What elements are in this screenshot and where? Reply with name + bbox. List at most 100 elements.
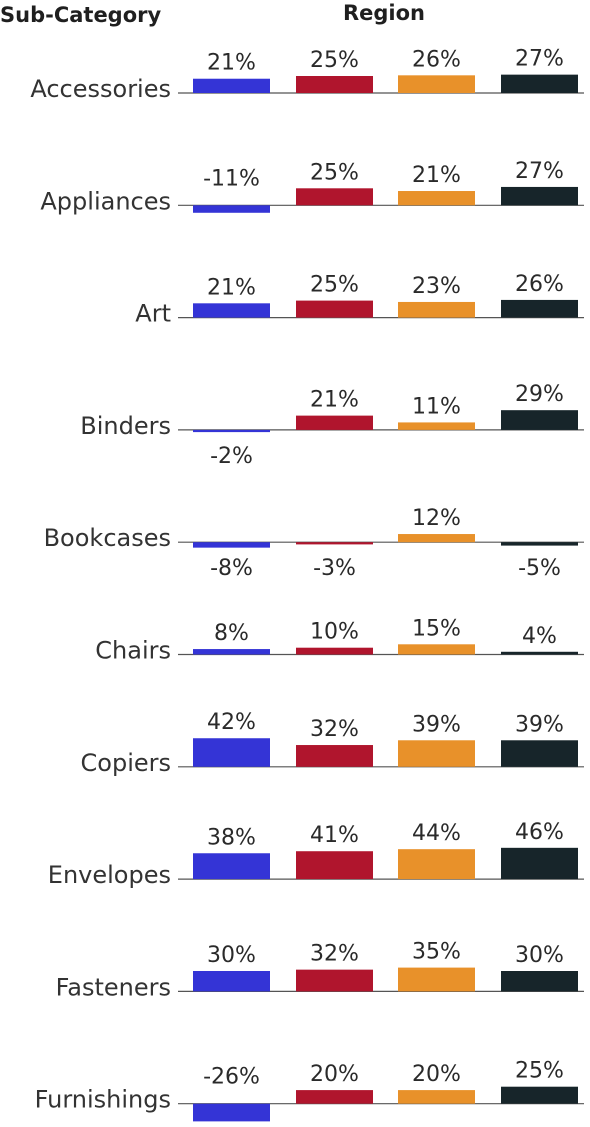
value-label: 44%: [412, 821, 461, 846]
bar: [501, 652, 578, 655]
category-label: Furnishings: [35, 1086, 171, 1114]
bar: [398, 968, 475, 992]
value-label: 25%: [515, 1059, 564, 1084]
value-label: 20%: [310, 1062, 359, 1087]
value-label: 21%: [207, 51, 256, 76]
value-label: 21%: [207, 275, 256, 300]
category-label: Copiers: [81, 749, 171, 777]
bar: [193, 971, 270, 991]
bar: [398, 740, 475, 767]
row-header: Sub-Category: [0, 3, 162, 27]
category-label: Appliances: [40, 187, 171, 215]
bar: [501, 410, 578, 430]
bar: [398, 1090, 475, 1104]
bar: [193, 649, 270, 654]
value-label: 39%: [515, 712, 564, 737]
category-label: Binders: [80, 412, 171, 440]
value-label: 26%: [412, 47, 461, 72]
value-label: 32%: [310, 942, 359, 967]
category-row: Fasteners 30% 32% 35% 30%: [56, 940, 584, 1002]
bar: [501, 740, 578, 767]
category-row: Accessories 21% 25% 26% 27%: [30, 47, 584, 103]
bar: [193, 1104, 270, 1122]
value-label: -3%: [313, 556, 356, 581]
value-label: 4%: [522, 624, 557, 649]
category-label: Bookcases: [44, 524, 171, 552]
bar: [296, 542, 373, 544]
category-label: Fasteners: [56, 973, 171, 1001]
value-label: 11%: [412, 394, 461, 419]
value-label: 12%: [412, 506, 461, 531]
bar: [501, 1087, 578, 1104]
bar: [398, 302, 475, 318]
bar: [398, 191, 475, 205]
category-row: Bookcases -8% -3% 12% -5%: [44, 506, 584, 581]
value-label: 29%: [515, 382, 564, 407]
bar: [501, 187, 578, 205]
bar: [296, 301, 373, 318]
bar: [296, 416, 373, 430]
value-label: 46%: [515, 820, 564, 845]
bar: [501, 971, 578, 991]
bar: [193, 303, 270, 317]
chart-rows: Accessories 21% 25% 26% 27% Appliances -11% 25%…: [30, 47, 584, 1122]
bar: [501, 542, 578, 545]
bar: [193, 79, 270, 93]
value-label: 21%: [310, 388, 359, 413]
bar: [398, 422, 475, 429]
bar: [501, 75, 578, 93]
value-label: 20%: [412, 1062, 461, 1087]
category-row: Chairs 8% 10% 15% 4%: [95, 616, 584, 664]
bar: [501, 848, 578, 879]
bar: [398, 534, 475, 542]
value-label: 35%: [412, 940, 461, 965]
value-label: 25%: [310, 160, 359, 185]
value-label: 42%: [207, 710, 256, 735]
category-row: Binders -2% 21% 11% 29%: [80, 382, 584, 469]
category-label: Art: [135, 300, 171, 328]
category-row: Copiers 42% 32% 39% 39%: [81, 710, 584, 777]
category-label: Accessories: [30, 75, 171, 103]
value-label: 21%: [412, 163, 461, 188]
bar: [193, 738, 270, 767]
bar: [296, 76, 373, 93]
value-label: 27%: [515, 159, 564, 184]
bar: [296, 745, 373, 767]
bar: [296, 851, 373, 879]
bar: [296, 1090, 373, 1104]
category-label: Chairs: [95, 637, 171, 665]
value-label: 23%: [412, 274, 461, 299]
value-label: 41%: [310, 823, 359, 848]
bar: [398, 75, 475, 93]
bar: [193, 430, 270, 432]
value-label: 39%: [412, 712, 461, 737]
category-row: Envelopes 38% 41% 44% 46%: [48, 820, 584, 889]
value-label: 15%: [412, 616, 461, 641]
value-label: 8%: [214, 621, 249, 646]
bar: [501, 300, 578, 318]
bar: [193, 542, 270, 547]
bar: [296, 970, 373, 992]
value-label: 25%: [310, 273, 359, 298]
value-label: 30%: [207, 943, 256, 968]
column-header: Region: [343, 1, 425, 25]
value-label: -2%: [210, 444, 253, 469]
category-label: Envelopes: [48, 861, 171, 889]
category-row: Furnishings -26% 20% 20% 25%: [35, 1059, 584, 1122]
value-label: 32%: [310, 717, 359, 742]
bar: [398, 644, 475, 654]
value-label: 38%: [207, 825, 256, 850]
bar: [193, 853, 270, 879]
bar: [193, 205, 270, 212]
value-label: 26%: [515, 272, 564, 297]
value-label: -5%: [518, 556, 561, 581]
value-label: 27%: [515, 47, 564, 72]
category-row: Appliances -11% 25% 21% 27%: [40, 159, 584, 215]
value-label: 10%: [310, 620, 359, 645]
value-label: -11%: [203, 166, 260, 191]
bar: [296, 188, 373, 205]
category-row: Art 21% 25% 23% 26%: [135, 272, 584, 328]
bar: [398, 849, 475, 879]
value-label: -26%: [203, 1065, 260, 1090]
